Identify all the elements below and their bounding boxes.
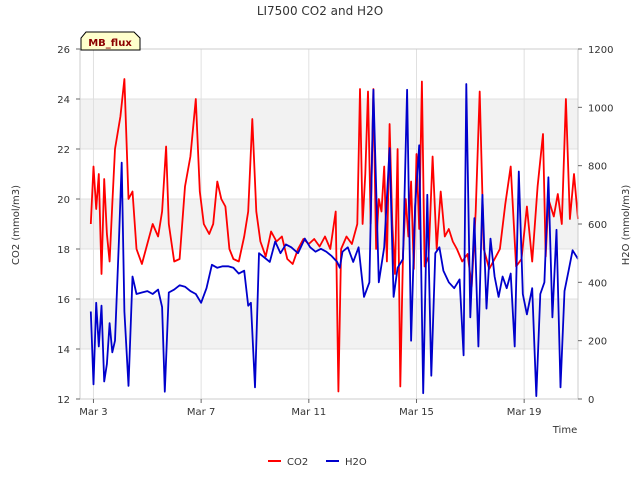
site-label: MB_flux bbox=[88, 38, 132, 49]
x-axis-label: Time bbox=[552, 425, 577, 436]
left-y-tick-label: 18 bbox=[57, 245, 70, 256]
site-label-box bbox=[80, 31, 141, 51]
left-y-axis-ticks: 12 14 16 18 20 22 24 26 bbox=[57, 45, 80, 406]
x-tick-label: Mar 3 bbox=[79, 407, 107, 418]
background-band bbox=[80, 99, 578, 149]
right-y-tick-label: 600 bbox=[588, 220, 607, 231]
left-y-tick-label: 22 bbox=[57, 145, 70, 156]
right-y-tick-label: 800 bbox=[588, 162, 607, 173]
right-y-tick-label: 400 bbox=[588, 278, 607, 289]
x-axis-ticks: Mar 3 Mar 7 Mar 11 Mar 15 Mar 19 bbox=[79, 399, 542, 418]
left-y-tick-label: 24 bbox=[57, 95, 70, 106]
x-tick-label: Mar 7 bbox=[187, 407, 215, 418]
background-band bbox=[80, 299, 578, 349]
chart-title: LI7500 CO2 and H2O bbox=[257, 4, 383, 18]
legend-label-h2o: H2O bbox=[345, 457, 367, 468]
right-y-axis-ticks: 0 200 400 600 800 1000 1200 bbox=[578, 45, 613, 406]
left-y-tick-label: 26 bbox=[57, 45, 70, 56]
legend-item-h2o[interactable]: H2O bbox=[326, 457, 367, 468]
left-y-tick-label: 20 bbox=[57, 195, 70, 206]
x-tick-label: Mar 15 bbox=[399, 407, 434, 418]
left-y-axis-label: CO2 (mmol/m3) bbox=[11, 185, 22, 265]
series-lines bbox=[89, 78, 579, 397]
legend: CO2 H2O bbox=[268, 457, 367, 468]
left-y-tick-label: 12 bbox=[57, 395, 70, 406]
x-tick-label: Mar 19 bbox=[507, 407, 542, 418]
left-y-tick-label: 16 bbox=[57, 295, 70, 306]
legend-label-co2: CO2 bbox=[287, 457, 308, 468]
right-y-axis-label: H2O (mmol/m3) bbox=[621, 185, 632, 266]
x-tick-label: Mar 11 bbox=[291, 407, 326, 418]
site-label-badge: MB_flux bbox=[80, 31, 141, 51]
left-y-tick-label: 14 bbox=[57, 345, 70, 356]
right-y-tick-label: 0 bbox=[588, 395, 594, 406]
legend-item-co2[interactable]: CO2 bbox=[268, 457, 308, 468]
right-y-tick-label: 1000 bbox=[588, 103, 613, 114]
right-y-tick-label: 200 bbox=[588, 337, 607, 348]
series-line-h2o bbox=[89, 83, 579, 397]
right-y-tick-label: 1200 bbox=[588, 45, 613, 56]
